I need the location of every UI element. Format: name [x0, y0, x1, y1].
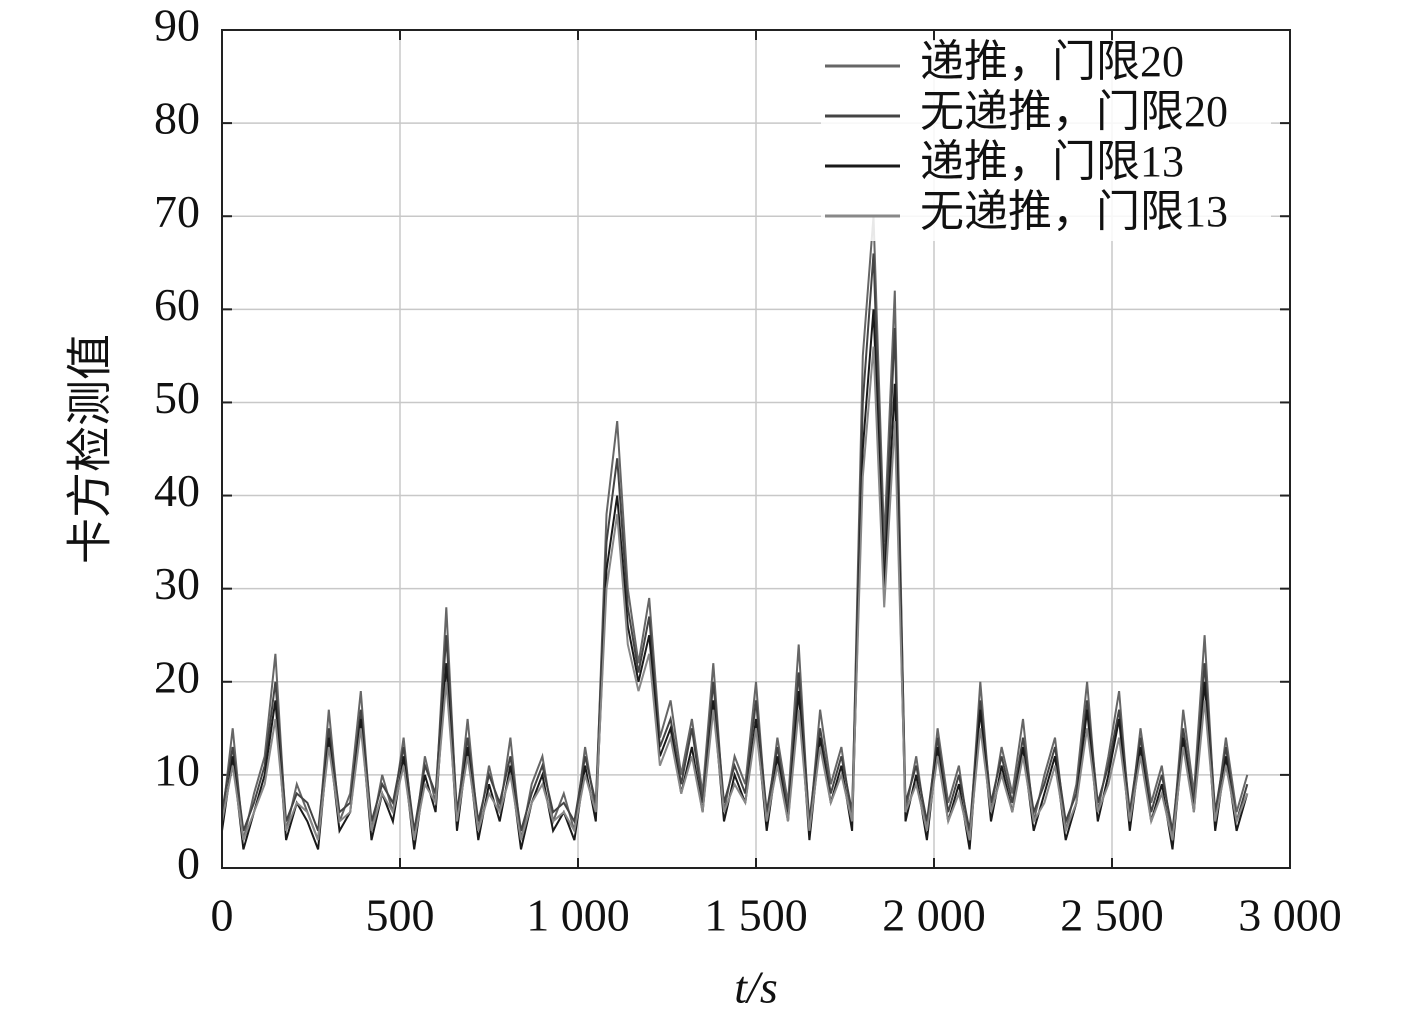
y-tick-label: 80: [154, 93, 200, 144]
series-line: [221, 253, 1249, 832]
legend-label: 递推，门限20: [920, 37, 1184, 86]
legend-label: 递推，门限13: [920, 137, 1184, 186]
x-tick-label: 2 500: [1060, 890, 1164, 941]
y-tick-label: 90: [154, 0, 200, 51]
x-tick-label: 2 000: [882, 890, 986, 941]
y-tick-label: 70: [154, 186, 200, 237]
series-line: [221, 346, 1249, 841]
plot-frame: [221, 29, 1291, 869]
legend-label: 无递推，门限13: [920, 187, 1228, 236]
y-tick-label: 20: [154, 651, 200, 702]
x-axis-label: t/s: [734, 962, 777, 1013]
x-tick-label: 3 000: [1238, 890, 1342, 941]
y-tick-label: 60: [154, 279, 200, 330]
x-tick-label: 0: [211, 890, 234, 941]
y-tick-label: 10: [154, 744, 200, 795]
y-tick-label: 50: [154, 372, 200, 423]
x-tick-label: 1 500: [704, 890, 808, 941]
y-tick-label: 40: [154, 465, 200, 516]
legend-label: 无递推，门限20: [920, 87, 1228, 136]
x-tick-label: 500: [366, 890, 435, 941]
x-tick-label: 1 000: [526, 890, 630, 941]
y-tick-label: 0: [177, 838, 200, 889]
y-axis-label: 卡方检测值: [65, 334, 116, 564]
y-tick-label: 30: [154, 558, 200, 609]
